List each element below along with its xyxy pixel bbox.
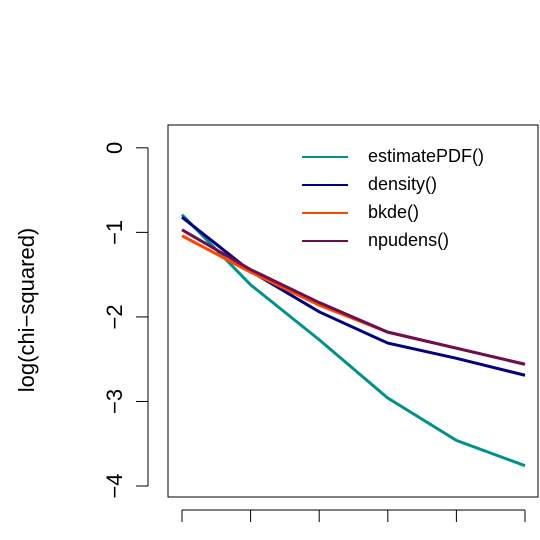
y-tick-label: −4	[102, 473, 127, 498]
legend-label: estimatePDF()	[368, 146, 484, 166]
y-tick-label: −1	[102, 220, 127, 245]
line-series	[180, 213, 526, 468]
plot-box	[167, 124, 539, 498]
y-tick-label: 0	[102, 142, 127, 154]
legend-label: density()	[368, 174, 437, 194]
line-series	[181, 234, 526, 366]
y-tick-label: −3	[102, 389, 127, 414]
y-axis-label: log(chi−squared)	[14, 228, 39, 392]
line-series	[181, 228, 526, 366]
legend-label: npudens()	[368, 230, 449, 250]
y-tick-label: −2	[102, 304, 127, 329]
legend-label: bkde()	[368, 202, 419, 222]
